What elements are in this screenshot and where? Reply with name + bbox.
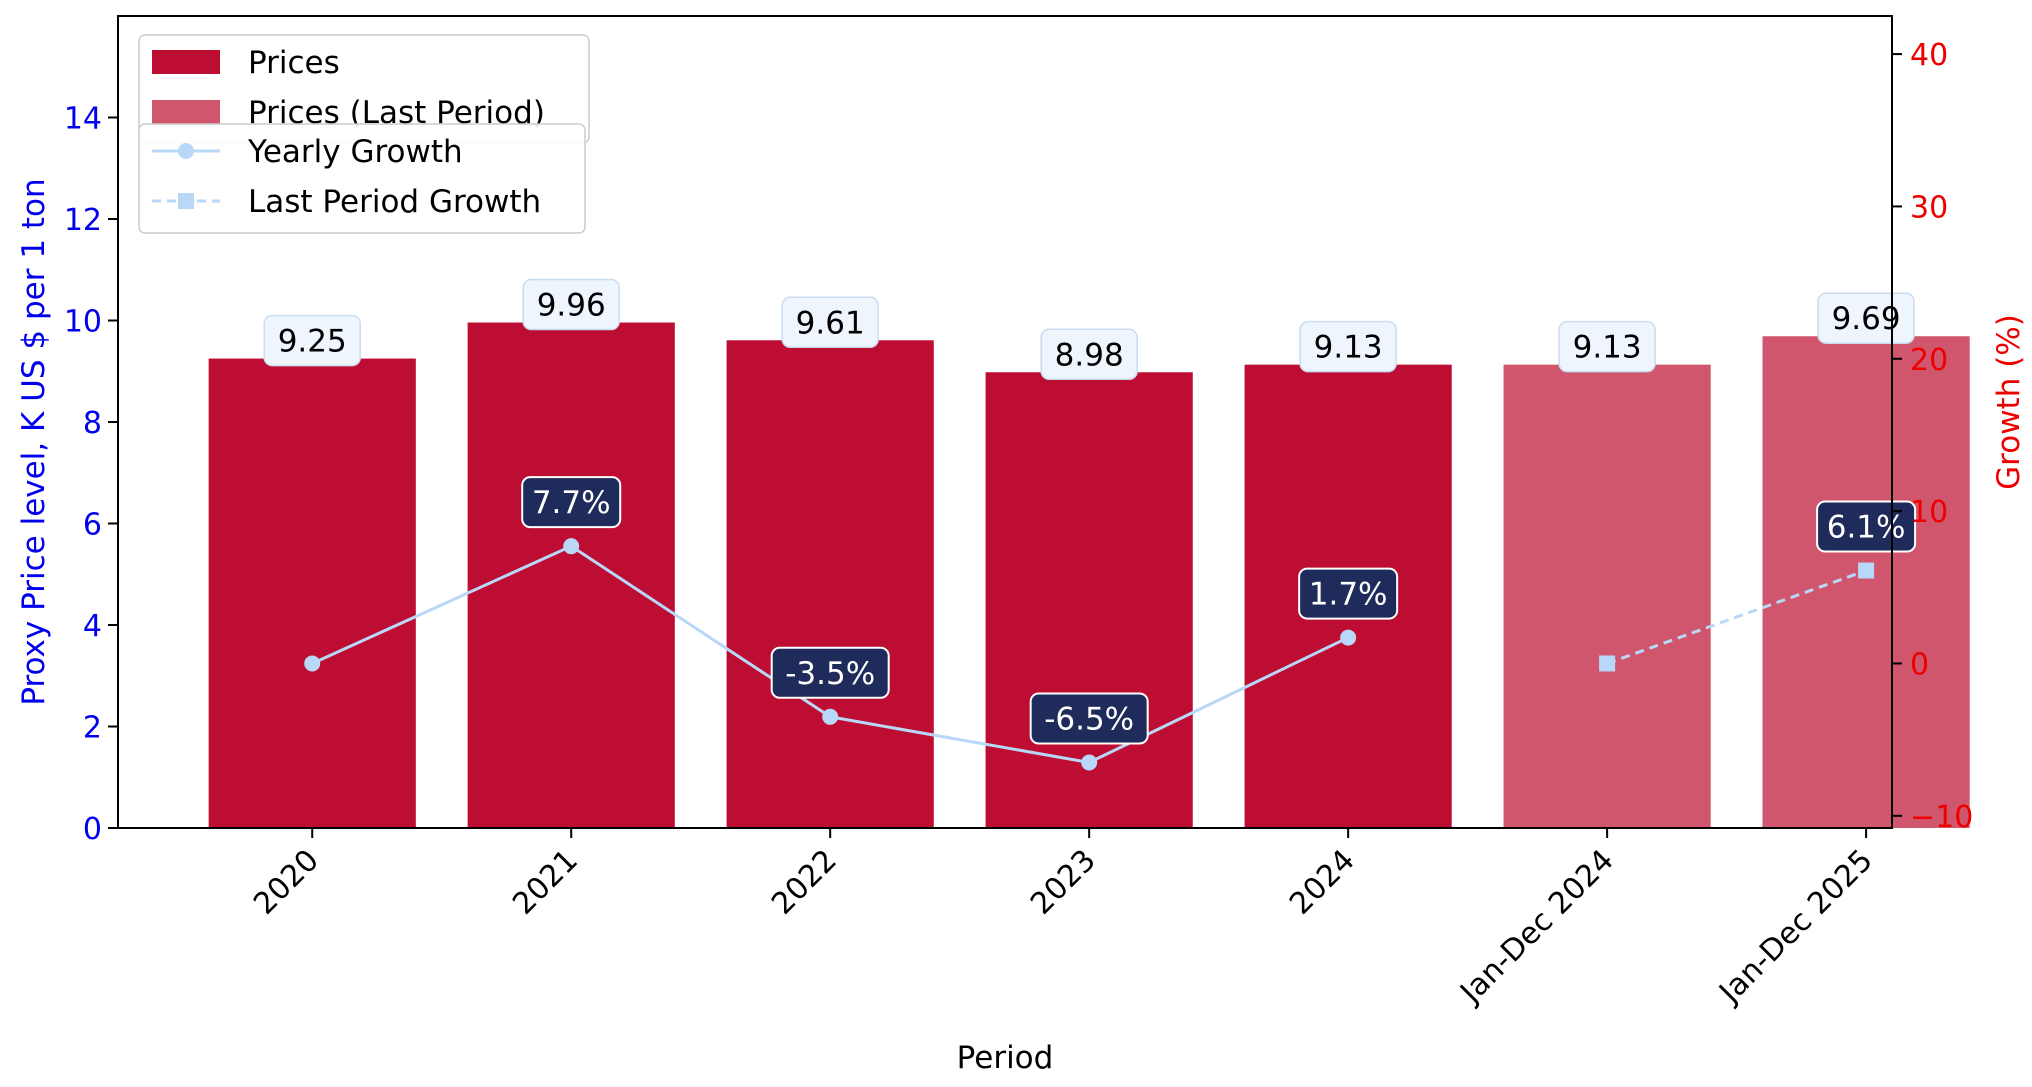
x-tick-label: Jan-Dec 2025	[1711, 843, 1879, 1011]
y-left-tick-label: 2	[83, 711, 102, 746]
x-tick-label: 2022	[765, 843, 844, 922]
bar-2022	[726, 340, 934, 828]
y-left-tick-label: 0	[83, 812, 102, 847]
price-label-box	[522, 278, 620, 331]
yearly-growth-marker	[304, 655, 321, 672]
growth-label-box	[770, 646, 890, 699]
yearly-growth-marker	[1340, 629, 1357, 646]
price-label-box	[1558, 320, 1656, 373]
x-tick-label: 2021	[506, 843, 585, 922]
data-labels-layer: 9.25 9.96 9.61 8.98 9.13 9.13 9.69 7.7% -3.5% -6.…	[263, 278, 1917, 745]
growth-value-label: 1.7%	[1309, 577, 1388, 613]
growth-value-label: 7.7%	[532, 485, 611, 521]
legend-box-growth	[138, 123, 586, 234]
bar-jan-dec-2024	[1503, 364, 1711, 828]
y-left-tick-label: 6	[83, 508, 102, 543]
price-value-label: 9.13	[1314, 330, 1383, 366]
y-right-tick-label: 0	[1910, 647, 1929, 682]
price-value-label: 9.96	[537, 288, 606, 324]
last-period-growth-marker	[1858, 562, 1875, 579]
bar-2021	[467, 322, 675, 828]
y-axis-right-title: Growth (%)	[1991, 314, 2027, 490]
price-label-box	[1817, 292, 1915, 344]
y-axis-left-title: Proxy Price level, K US $ per 1 ton	[16, 178, 52, 705]
price-label-box	[1299, 320, 1397, 373]
y-left-tick-label: 10	[64, 305, 102, 340]
growth-label-box	[1816, 500, 1917, 553]
growth-value-label: -3.5%	[785, 656, 875, 692]
growth-label-box	[1298, 567, 1399, 620]
bars-layer	[208, 322, 1970, 828]
legend-marker	[178, 143, 194, 159]
y-left-tick-label: 12	[64, 203, 102, 238]
growth-lines-layer	[304, 538, 1875, 771]
y-right-tick-label: 30	[1910, 190, 1948, 225]
growth-label-box	[1029, 692, 1149, 745]
x-tick-label: 2023	[1024, 843, 1103, 922]
y-right-tick-label: 40	[1910, 38, 1948, 73]
price-value-label: 9.69	[1832, 301, 1901, 337]
y-left-tick-label: 4	[83, 609, 102, 644]
x-tick-label: 2024	[1283, 843, 1362, 922]
x-tick-label: Jan-Dec 2024	[1452, 843, 1620, 1011]
price-label-box	[1040, 328, 1138, 381]
growth-value-label: 6.1%	[1827, 510, 1906, 546]
growth-value-label: -6.5%	[1044, 701, 1134, 737]
bar-2023	[985, 372, 1193, 828]
last-period-growth-marker	[1599, 655, 1616, 672]
bar-jan-dec-2025	[1762, 336, 1970, 828]
y-left-tick-label: 14	[64, 102, 102, 137]
legend-label: Yearly Growth	[247, 134, 463, 170]
legend-label: Prices	[248, 45, 340, 81]
legend-marker	[178, 193, 194, 209]
growth-label-box	[521, 476, 622, 529]
price-value-label: 9.25	[278, 324, 347, 360]
yearly-growth-marker	[563, 538, 580, 555]
price-value-label: 8.98	[1055, 337, 1124, 373]
bar-2020	[208, 358, 416, 828]
y-right-tick-label: 10	[1910, 495, 1948, 530]
y-right-tick-label: 20	[1910, 343, 1948, 378]
price-label-box	[781, 296, 879, 349]
x-tick-label: 2020	[247, 843, 326, 922]
price-value-label: 9.13	[1573, 330, 1642, 366]
yearly-growth-marker	[822, 708, 839, 725]
x-axis-title: Period	[957, 1040, 1054, 1076]
y-right-tick-label: −10	[1910, 800, 1973, 835]
last-period-growth-line	[1606, 569, 1867, 665]
legend-label: Last Period Growth	[248, 184, 541, 220]
yearly-growth-marker	[1081, 754, 1098, 771]
legend-swatch	[152, 50, 220, 74]
price-value-label: 9.61	[796, 305, 865, 341]
legend-swatch	[152, 100, 220, 124]
price-label-box	[263, 314, 361, 367]
y-left-tick-label: 8	[83, 406, 102, 441]
